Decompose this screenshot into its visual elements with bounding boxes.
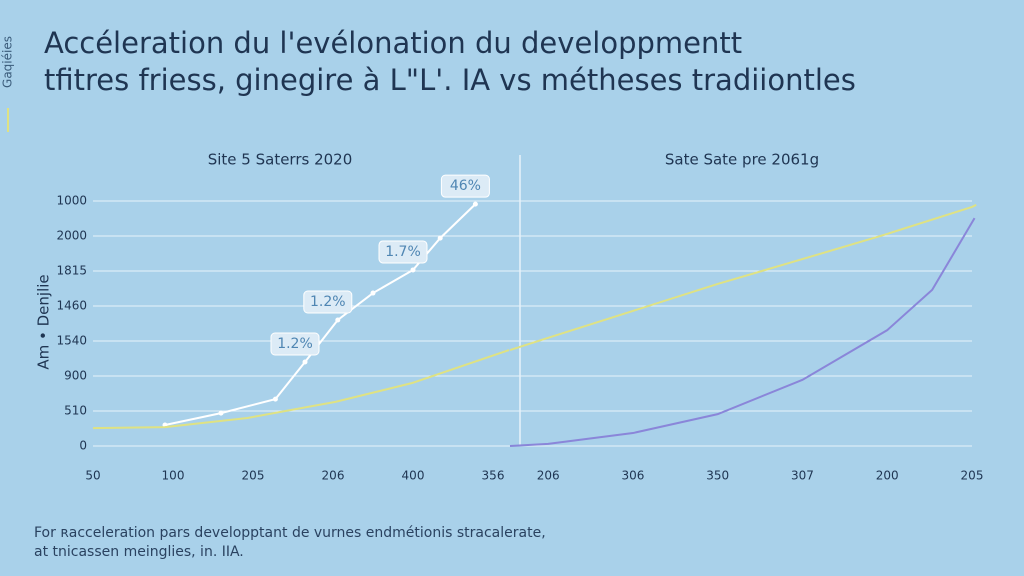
data-point [302,359,308,365]
y-tick-label: 900 [64,369,87,383]
x-tick-label: 50 [85,469,100,483]
data-line [92,349,510,430]
x-tick-label: 356 [482,469,505,483]
data-point [410,267,416,273]
data-line [509,217,976,447]
annotation: 1.2% [277,336,313,352]
panel-subtitle: Site 5 Saterrs 2020 [208,151,353,169]
x-tick-label: 205 [961,469,984,483]
y-tick-label: 1000 [56,194,87,208]
annotation: 1.7% [385,244,421,260]
footer: at tnicassen meinglies, in. IIA. [34,544,244,560]
annotation-box [440,174,490,198]
y-axis-label: Am • Denjlie [35,274,53,369]
footer: For ʀacceleration pars developptant de v… [34,525,546,541]
x-tick-label: 307 [791,469,814,483]
x-tick-label: 200 [876,469,899,483]
annotation-box [303,290,353,314]
y-tick-label: 1460 [56,299,87,313]
x-tick-label: 350 [706,469,729,483]
y-tick-label: 0 [79,439,87,453]
x-tick-label: 206 [322,469,345,483]
x-tick-label: 306 [621,469,644,483]
x-tick-label: 206 [537,469,560,483]
x-tick-label: 205 [242,469,265,483]
annotation-box [378,240,428,264]
panel-subtitle: Sate Sate pre 2061g [665,151,819,169]
annotation-box [270,332,320,356]
data-point [218,410,224,416]
title: tfitres friess, ginegire à L"L'. IA vs m… [44,63,856,97]
data-point [370,290,376,296]
y-tick-label: 2000 [56,229,87,243]
x-tick-label: 400 [402,469,425,483]
data-point [437,235,443,241]
annotation: 46% [450,178,481,194]
x-tick-label: 100 [162,469,185,483]
y-tick-label: 1540 [56,334,87,348]
side-label: Gaqiéies [1,36,15,88]
y-tick-label: 1815 [56,264,87,278]
annotation: 1.2% [310,294,346,310]
title: Accéleration du l'evélonation du develop… [44,26,742,60]
data-point [272,396,278,402]
y-tick-label: 510 [64,404,87,418]
data-point [472,201,478,207]
data-line [509,203,977,352]
data-point [335,317,341,323]
